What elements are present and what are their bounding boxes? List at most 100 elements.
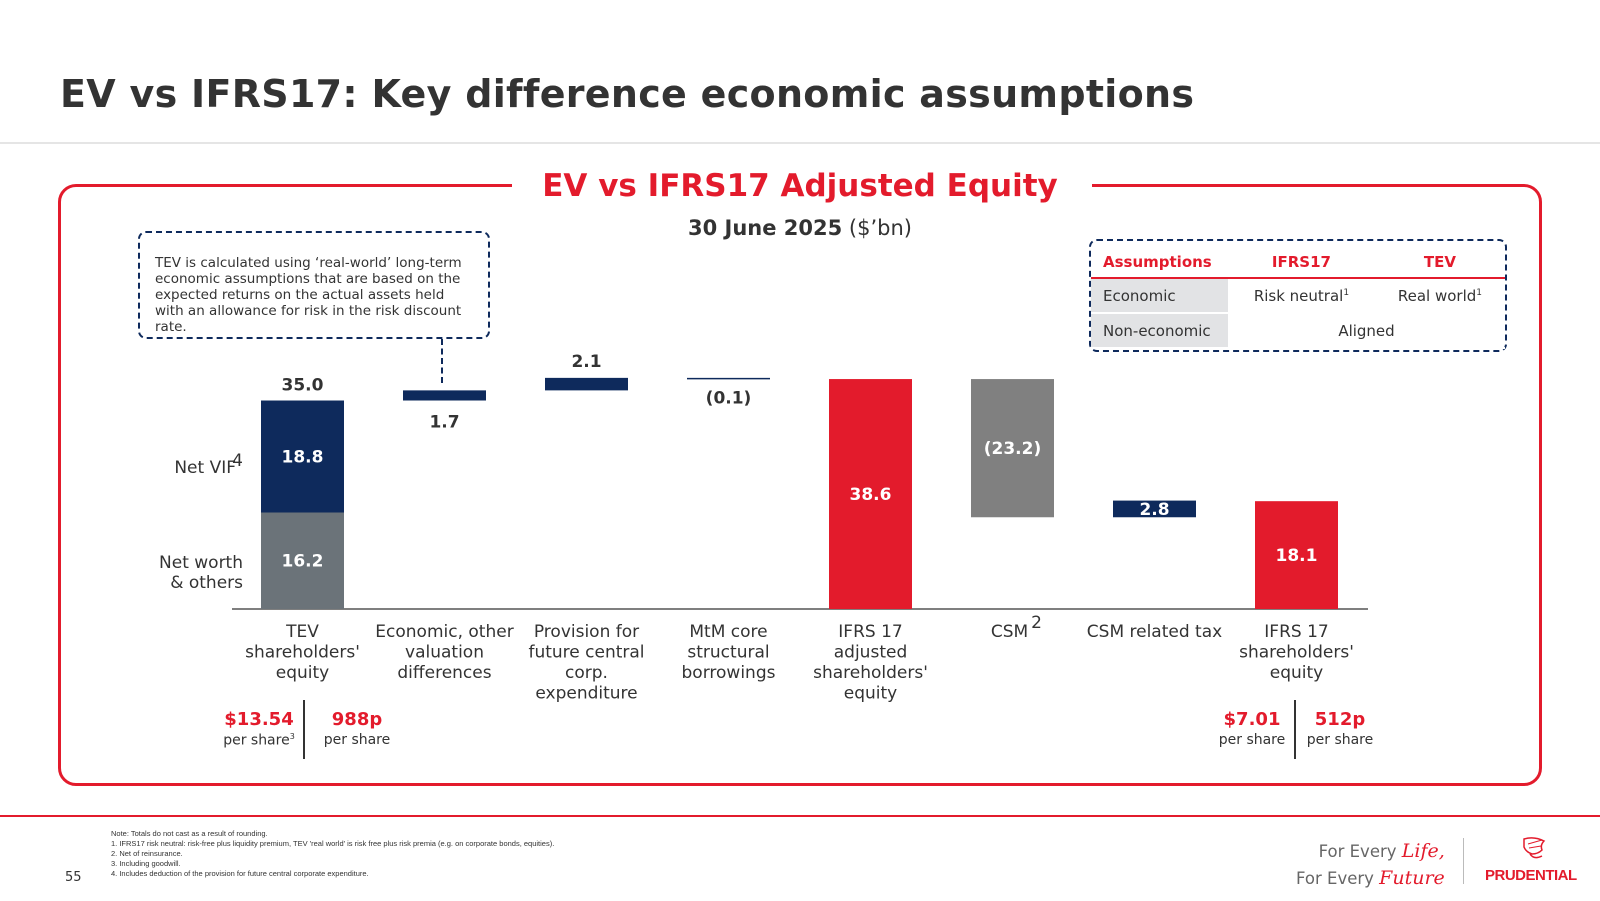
bar-2 — [545, 377, 628, 391]
page-number: 55 — [65, 870, 82, 885]
category-label-6-line-0: CSM related tax — [1087, 622, 1222, 642]
data-label-4: 38.6 — [850, 485, 892, 505]
ifrs-per-share-gbp-unit: per share — [1306, 732, 1374, 748]
assumptions-header-row: Assumptions IFRS17 TEV — [1091, 247, 1505, 279]
category-label-1-line-0: Economic, other — [375, 622, 513, 642]
tagline-line-2: For Every Future — [1296, 865, 1445, 892]
data-label-segment-net-vif: 18.8 — [282, 448, 324, 468]
chart-title-backdrop — [512, 168, 1092, 208]
category-label-2-line-0: Provision for — [534, 622, 639, 642]
category-label-2-line-1: future central — [528, 643, 644, 663]
ifrs-per-share-usd: $7.01 per share — [1216, 709, 1288, 748]
chart-subtitle: 30 June 2025 ($’bn) — [0, 216, 1600, 240]
category-label-3-line-1: structural — [687, 643, 769, 663]
category-label-2-line-2: corp. — [565, 663, 608, 683]
data-label-1: 1.7 — [429, 413, 459, 433]
ifrs-per-share-divider — [1294, 700, 1296, 759]
category-footnote-5: 2 — [1031, 613, 1042, 633]
bar-7 — [1255, 501, 1338, 609]
data-label-5: (23.2) — [984, 439, 1041, 459]
economic-tev-text: Real world — [1397, 286, 1477, 305]
data-label-total-tev: 35.0 — [282, 376, 324, 396]
chart-subtitle-date: 30 June 2025 — [688, 216, 843, 240]
tev-per-share-gbp-unit: per share — [323, 732, 391, 748]
assumptions-table: Assumptions IFRS17 TEV Economic Risk neu… — [1091, 247, 1505, 349]
category-label-7-line-2: equity — [1270, 663, 1323, 683]
tagline-script-2: Future — [1379, 867, 1445, 889]
tev-per-share-divider — [303, 700, 305, 759]
ifrs-per-share-gbp-value: 512p — [1314, 709, 1366, 730]
bar-6 — [1113, 500, 1196, 518]
assumptions-row-economic: Economic Risk neutral1 Real world1 — [1091, 278, 1505, 314]
economic-tev: Real world1 — [1374, 278, 1505, 314]
footnote-4: 4. Includes deduction of the provision f… — [111, 869, 369, 878]
bar-5 — [971, 379, 1054, 518]
ifrs-per-share-usd-unit: per share — [1218, 732, 1286, 748]
noneconomic-aligned: Aligned — [1228, 313, 1505, 349]
tagline-prefix-1: For Every — [1318, 842, 1397, 861]
tev-per-share-gbp-value: 988p — [331, 709, 383, 730]
note-callout: TEV is calculated using ‘real-world’ lon… — [138, 231, 490, 339]
tagline-script-1: Life, — [1401, 840, 1445, 862]
chart-title: EV vs IFRS17 Adjusted Equity — [542, 168, 1058, 204]
category-label-4-line-1: adjusted — [834, 643, 907, 663]
segment-label-net-vif: Net VIF — [174, 458, 236, 478]
ifrs-per-share-gbp: 512p per share — [1304, 709, 1376, 748]
assumptions-table-box: Assumptions IFRS17 TEV Economic Risk neu… — [1089, 239, 1507, 352]
assumptions-header-label: Assumptions — [1091, 247, 1228, 279]
category-label-4-line-3: equity — [844, 684, 897, 704]
prudential-logo-text: PRUDENTIAL — [1485, 867, 1577, 884]
segment-label-net-worth-1: Net worth — [159, 553, 243, 573]
category-label-1-line-1: valuation — [405, 643, 484, 663]
segment-label-net-vif-footnote: 4 — [232, 451, 243, 471]
category-label-1-line-2: differences — [397, 663, 491, 683]
category-label-0-line-2: equity — [276, 663, 329, 683]
bar-3 — [687, 377, 770, 380]
prudential-logo-icon — [1523, 837, 1546, 859]
brand-tagline: For Every Life, For Every Future — [1296, 838, 1445, 892]
assumptions-header-ifrs17: IFRS17 — [1228, 247, 1375, 279]
category-label-4-line-2: shareholders' — [813, 663, 928, 683]
tev-per-share-gbp: 988p per share — [318, 709, 396, 748]
category-label-0-line-0: TEV — [285, 622, 319, 642]
footnotes: Note: Totals do not cast as a result of … — [111, 829, 554, 879]
tagline-prefix-2: For Every — [1296, 869, 1374, 888]
footnote-3: 3. Including goodwill. — [111, 859, 181, 868]
row-label-economic: Economic — [1091, 278, 1228, 314]
tev-per-share-footnote: 3 — [289, 732, 295, 741]
ifrs-per-share-usd-value: $7.01 — [1223, 709, 1281, 730]
data-label-3: (0.1) — [706, 388, 752, 408]
category-label-3-line-0: MtM core — [689, 622, 767, 642]
assumptions-row-noneconomic: Non-economic Aligned — [1091, 313, 1505, 349]
data-label-segment-net-worth: 16.2 — [282, 552, 324, 572]
economic-tev-footnote: 1 — [1476, 287, 1482, 298]
economic-ifrs17-footnote: 1 — [1343, 287, 1350, 298]
bar-4 — [829, 379, 912, 609]
data-label-7: 18.1 — [1276, 546, 1318, 566]
category-label-3-line-2: borrowings — [682, 663, 776, 683]
bar-segment-net-vif — [261, 400, 344, 513]
category-label-5: CSM — [991, 622, 1028, 642]
tev-per-share-usd: $13.54 per share3 — [218, 709, 300, 749]
note-connector — [441, 339, 443, 383]
tagline-line-1: For Every Life, — [1296, 838, 1445, 865]
assumptions-header-tev: TEV — [1374, 247, 1505, 279]
header-divider — [0, 142, 1600, 144]
footnote-2: 2. Net of reinsurance. — [111, 849, 183, 858]
logo-divider — [1463, 838, 1464, 884]
footer-divider — [0, 815, 1600, 817]
category-label-7-line-0: IFRS 17 — [1264, 622, 1328, 642]
bar-1 — [403, 390, 486, 401]
category-label-0-line-1: shareholders' — [245, 643, 360, 663]
page-title: EV vs IFRS17: Key difference economic as… — [60, 72, 1195, 116]
economic-ifrs17: Risk neutral1 — [1228, 278, 1375, 314]
category-label-4-line-0: IFRS 17 — [838, 622, 902, 642]
bar-segment-net-worth — [261, 512, 344, 609]
category-label-7-line-1: shareholders' — [1239, 643, 1354, 663]
tev-per-share-usd-unit: per share3 — [218, 732, 300, 749]
category-label-2-line-3: expenditure — [535, 684, 637, 704]
segment-label-net-worth-2: & others — [170, 573, 243, 593]
economic-ifrs17-text: Risk neutral — [1253, 286, 1344, 305]
footnote-note: Note: Totals do not cast as a result of … — [111, 829, 268, 838]
